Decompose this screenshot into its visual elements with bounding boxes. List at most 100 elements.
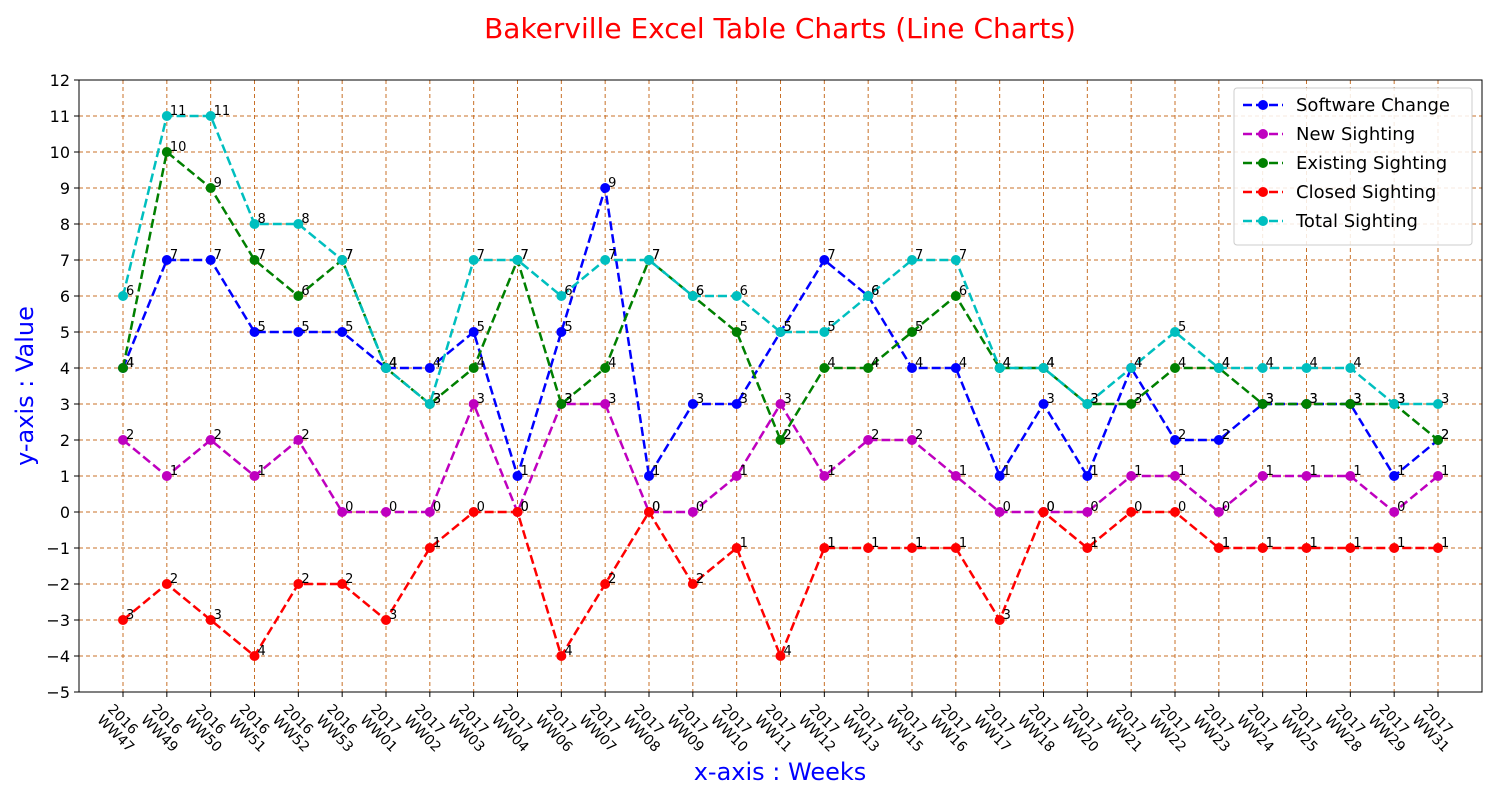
data-label: 0: [477, 500, 485, 515]
data-label: 4: [1047, 356, 1055, 371]
x-tick-label: 2016WW52: [269, 702, 323, 756]
data-point: [819, 471, 830, 481]
data-label: 3: [1397, 392, 1405, 407]
data-label: 4: [1266, 356, 1274, 371]
x-tick-label: 2017WW10: [707, 702, 761, 756]
data-point: [1170, 327, 1180, 337]
x-tick-label: 2017WW15: [883, 702, 937, 756]
data-point: [1170, 363, 1180, 373]
data-label: 4: [959, 356, 967, 371]
data-label: 3: [126, 608, 134, 623]
data-label: 3: [1047, 392, 1055, 407]
data-label: 4: [126, 356, 134, 371]
y-tick-label: 8: [60, 215, 70, 234]
data-point: [1082, 399, 1093, 409]
data-point: [205, 435, 216, 445]
data-point: [1170, 435, 1180, 445]
data-point: [1389, 471, 1400, 481]
data-point: [863, 435, 874, 445]
data-label: 5: [827, 320, 835, 335]
legend-marker: [1258, 100, 1268, 110]
y-tick-label: 7: [60, 251, 70, 270]
data-point: [731, 471, 742, 481]
data-label: 1: [1353, 536, 1361, 551]
data-point: [205, 111, 216, 121]
data-point: [293, 291, 304, 301]
series-new-sighting: 2 1 2 1 2 0 0 0 3 0 3 3 0 0 1 3 1 2 2 1 0 0 0 1 1 0 1 1 1 0 1: [118, 392, 1449, 517]
data-label: 0: [1178, 500, 1186, 515]
data-label: 0: [696, 500, 704, 515]
data-label: 3: [1266, 392, 1274, 407]
data-point: [205, 255, 216, 265]
data-label: 1: [1090, 536, 1098, 551]
data-label: 7: [345, 248, 353, 263]
legend-marker: [1258, 158, 1268, 168]
data-label: 5: [258, 320, 266, 335]
legend-box: [1233, 87, 1473, 246]
legend-marker: [1258, 187, 1268, 197]
data-label: 0: [389, 500, 397, 515]
legend-item: Software Change: [1243, 95, 1450, 116]
data-point: [424, 543, 435, 553]
data-point: [161, 147, 172, 157]
x-tick-label: 2016WW51: [225, 702, 279, 756]
legend-label: Total Sighting: [1295, 211, 1418, 232]
data-label: 4: [126, 356, 134, 371]
data-point: [644, 471, 654, 481]
data-point: [600, 579, 611, 589]
data-point: [1213, 543, 1224, 553]
data-label: 10: [170, 140, 187, 155]
data-point: [863, 363, 874, 373]
data-label: 2: [301, 428, 309, 443]
data-point: [1389, 399, 1400, 409]
data-point: [819, 543, 830, 553]
data-point: [512, 255, 523, 265]
x-tick-label: 2017WW24: [1233, 702, 1287, 756]
data-point: [600, 363, 611, 373]
data-label: 1: [915, 536, 923, 551]
x-tick-label: 2017WW03: [444, 702, 498, 756]
data-label: 5: [784, 320, 792, 335]
data-label: 0: [1397, 500, 1405, 515]
data-label: 0: [345, 500, 353, 515]
data-label: 4: [915, 356, 923, 371]
data-label: 2: [345, 572, 353, 587]
data-point: [424, 507, 435, 517]
data-point: [1389, 507, 1400, 517]
data-point: [1170, 507, 1180, 517]
data-label: 3: [477, 392, 485, 407]
data-label: 2: [871, 428, 879, 443]
data-point: [161, 255, 172, 265]
data-label: 7: [915, 248, 923, 263]
data-label: 7: [214, 248, 222, 263]
data-point: [1301, 399, 1312, 409]
data-label: 2: [214, 428, 222, 443]
data-point: [1038, 507, 1049, 517]
y-tick-label: 10: [50, 143, 70, 162]
data-label: 6: [301, 284, 309, 299]
data-label: 4: [564, 644, 572, 659]
data-point: [293, 579, 304, 589]
data-label: 1: [170, 464, 178, 479]
x-tick-label: 2017WW02: [400, 702, 454, 756]
y-tick-label: 3: [60, 395, 70, 414]
data-label: 1: [959, 536, 967, 551]
x-tick-label: 2017WW28: [1321, 702, 1375, 756]
data-point: [1213, 363, 1224, 373]
data-label: 2: [784, 428, 792, 443]
data-point: [1126, 471, 1137, 481]
data-point: [381, 363, 391, 373]
data-point: [994, 363, 1005, 373]
data-point: [205, 615, 216, 625]
data-label: 4: [1134, 356, 1142, 371]
data-point: [118, 363, 128, 373]
data-label: 1: [1310, 464, 1318, 479]
data-point: [600, 183, 611, 193]
x-tick-label: 2017WW22: [1146, 702, 1200, 756]
data-label: 0: [1003, 500, 1011, 515]
data-label: 3: [1090, 392, 1098, 407]
data-label: 1: [740, 464, 748, 479]
data-point: [687, 291, 698, 301]
x-tick-label: 2017WW04: [488, 702, 542, 756]
data-label: 0: [1222, 500, 1230, 515]
